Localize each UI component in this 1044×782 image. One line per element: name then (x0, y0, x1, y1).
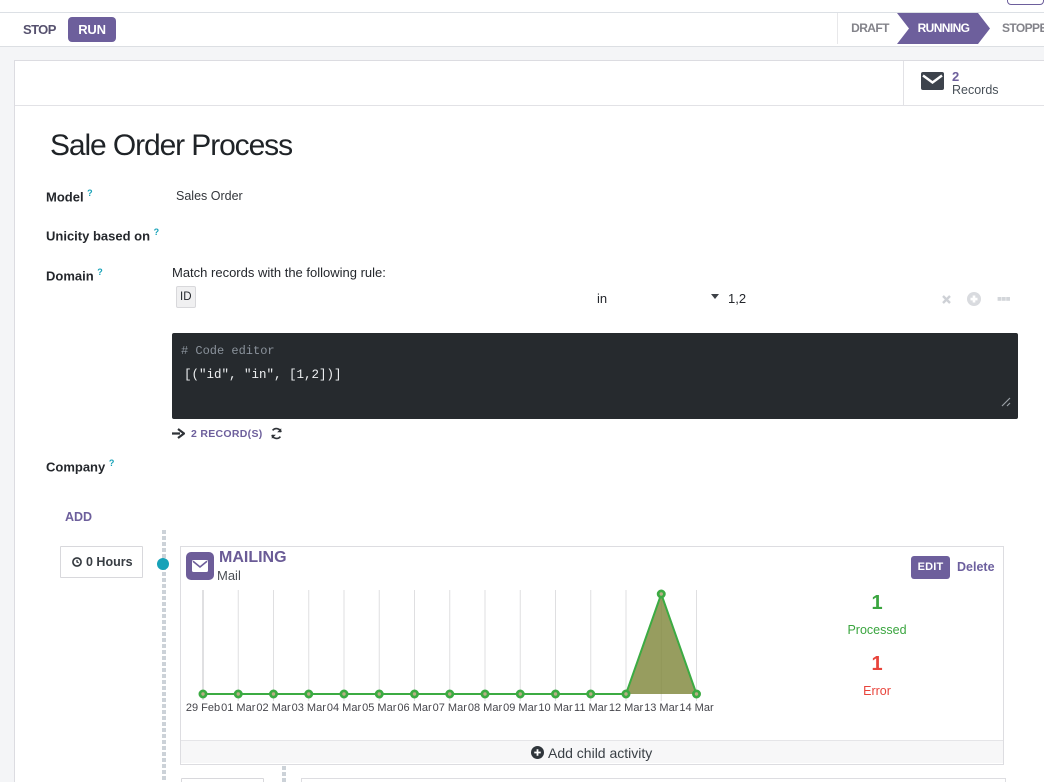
svg-text:12 Mar: 12 Mar (609, 702, 644, 714)
svg-text:08 Mar: 08 Mar (468, 702, 503, 714)
svg-text:29 Feb: 29 Feb (186, 702, 220, 714)
svg-text:02 Mar: 02 Mar (256, 702, 291, 714)
svg-text:07 Mar: 07 Mar (433, 702, 468, 714)
svg-text:11 Mar: 11 Mar (574, 702, 608, 714)
svg-text:04 Mar: 04 Mar (327, 702, 362, 714)
svg-text:06 Mar: 06 Mar (397, 702, 432, 714)
svg-text:14 Mar: 14 Mar (679, 702, 714, 714)
svg-text:05 Mar: 05 Mar (362, 702, 397, 714)
svg-text:10 Mar: 10 Mar (538, 702, 573, 714)
svg-text:01 Mar: 01 Mar (221, 702, 256, 714)
svg-text:13 Mar: 13 Mar (644, 702, 679, 714)
svg-text:09 Mar: 09 Mar (503, 702, 538, 714)
svg-text:03 Mar: 03 Mar (292, 702, 327, 714)
